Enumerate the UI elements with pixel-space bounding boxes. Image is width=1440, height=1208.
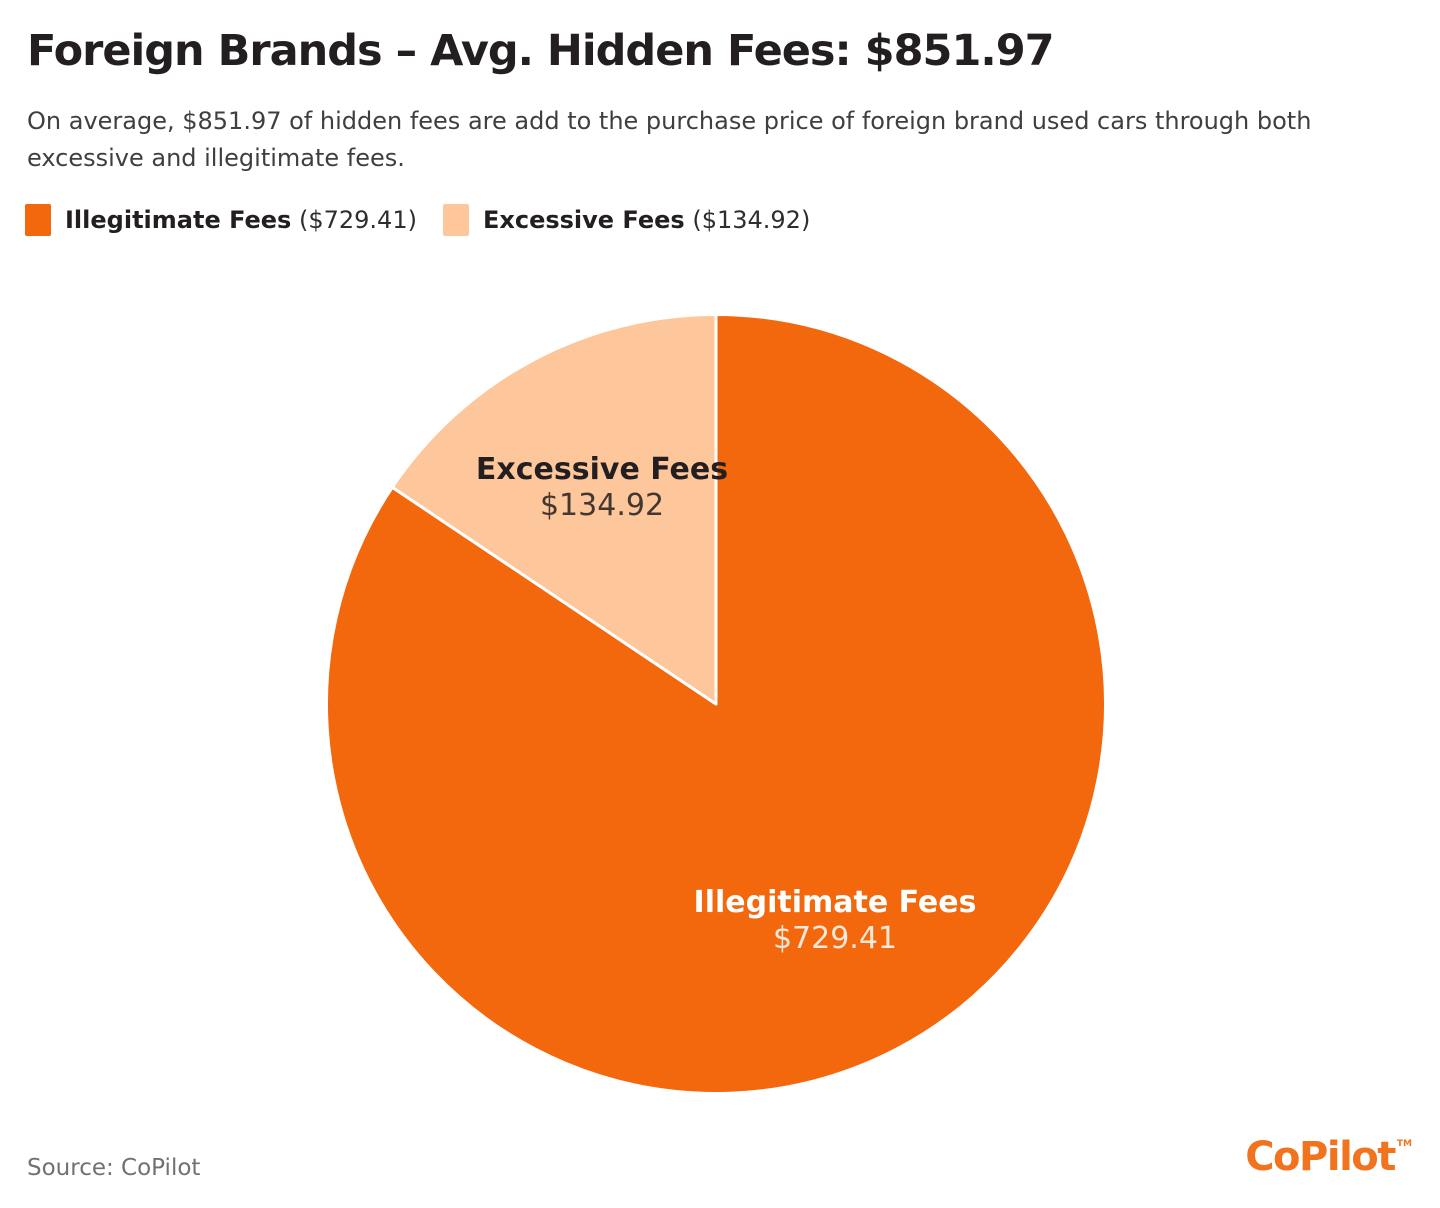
legend-swatch-excessive-fees: [442, 204, 469, 236]
pie-label-value: $729.41: [772, 921, 898, 956]
legend-value: ($729.41): [298, 206, 417, 234]
legend-label: Illegitimate Fees: [65, 206, 292, 234]
pie-chart-svg: [325, 313, 1107, 1095]
chart-legend: Illegitimate Fees ($729.41) Excessive Fe…: [25, 204, 810, 236]
source-note: Source: CoPilot: [27, 1155, 201, 1181]
legend-label: Excessive Fees: [482, 206, 685, 234]
pie-label-excessive-fees: Excessive Fees $134.92: [476, 452, 728, 524]
pie-slice-excessive-fees: [390, 313, 718, 706]
legend-item-illegitimate-fees: Illegitimate Fees ($729.41): [25, 204, 417, 236]
trademark-symbol: TM: [1396, 1139, 1412, 1149]
pie-label-illegitimate-fees: Illegitimate Fees $729.41: [694, 885, 977, 957]
legend-text-illegitimate-fees: Illegitimate Fees ($729.41): [65, 206, 417, 234]
page-subtitle: On average, $851.97 of hidden fees are a…: [27, 107, 1312, 172]
pie-label-name: Illegitimate Fees: [693, 885, 977, 920]
legend-value: ($134.92): [692, 206, 811, 234]
legend-item-excessive-fees: Excessive Fees ($134.92): [442, 204, 810, 236]
copilot-wordmark: CoPilot: [1245, 1134, 1396, 1180]
legend-swatch-illegitimate-fees: [25, 204, 51, 236]
pie-chart: Excessive Fees $134.92 Illegitimate Fees…: [325, 313, 1107, 1095]
page-title: Foreign Brands – Avg. Hidden Fees: $851.…: [27, 26, 1055, 76]
legend-text-excessive-fees: Excessive Fees ($134.92): [483, 206, 810, 234]
pie-label-value: $134.92: [539, 488, 665, 523]
pie-label-name: Excessive Fees: [475, 452, 729, 487]
copilot-logo: CoPilot TM: [1245, 1134, 1412, 1180]
